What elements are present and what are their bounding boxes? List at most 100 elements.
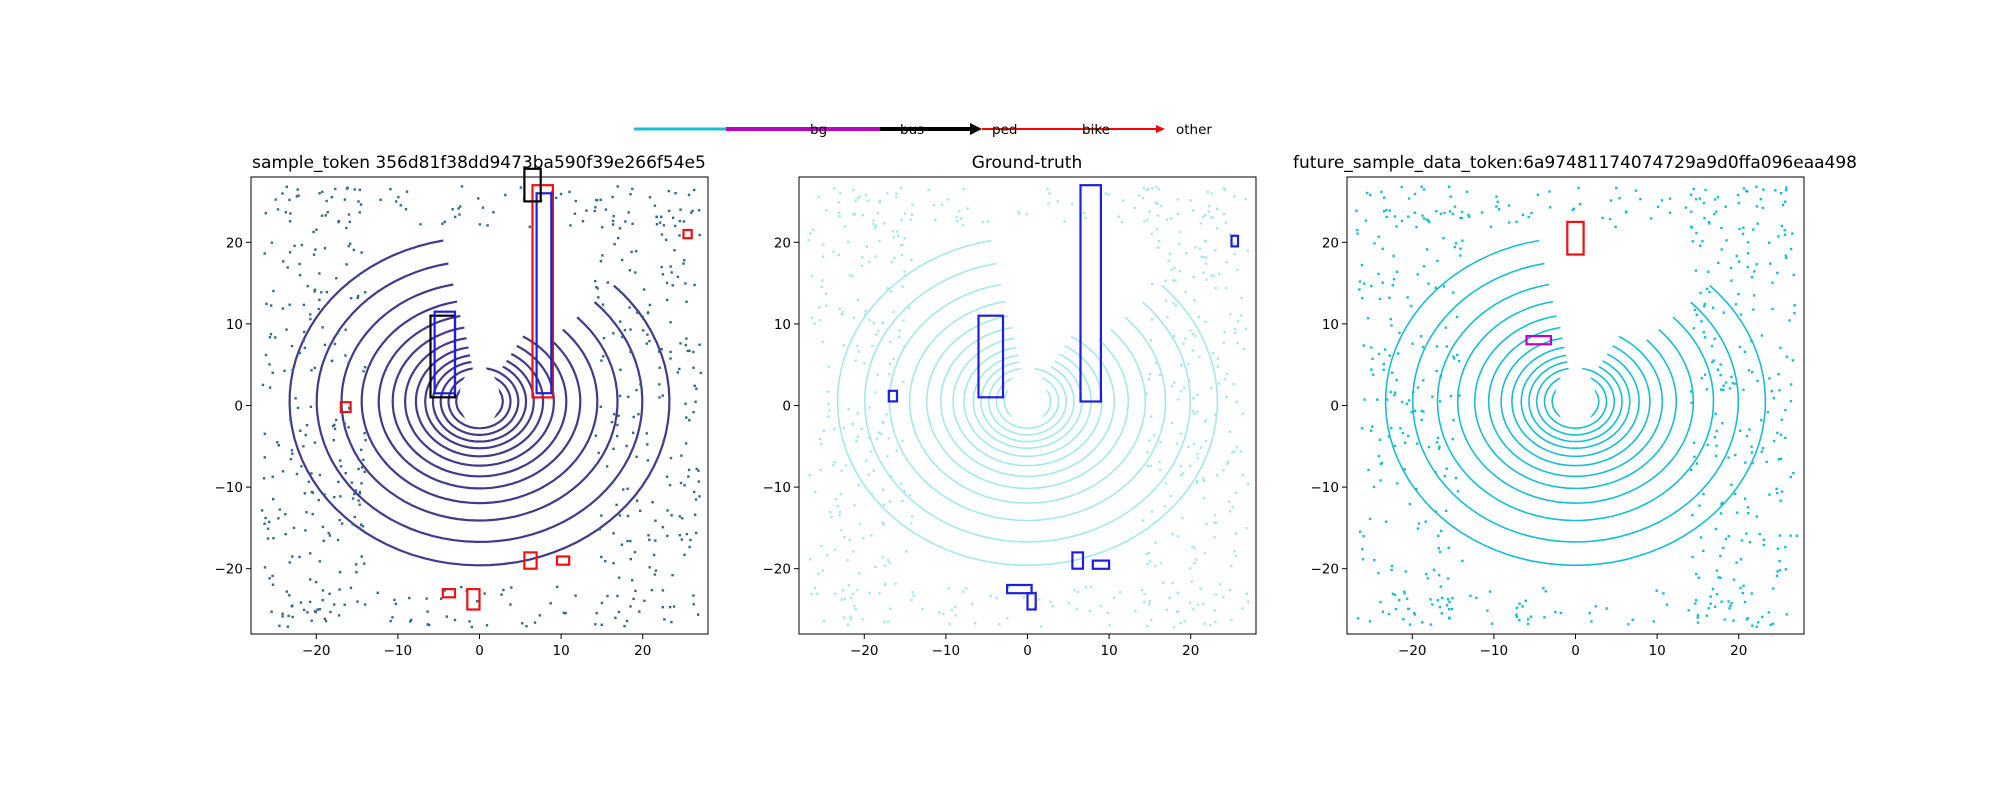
lidar-point xyxy=(1389,317,1392,321)
lidar-ring xyxy=(439,367,520,436)
lidar-point xyxy=(868,318,871,321)
lidar-point xyxy=(350,297,353,300)
lidar-point xyxy=(857,483,860,487)
lidar-point xyxy=(1387,435,1391,438)
lidar-point xyxy=(692,603,695,606)
lidar-point xyxy=(697,480,700,483)
lidar-point xyxy=(1210,215,1213,219)
lidar-point xyxy=(428,623,431,627)
lidar-point xyxy=(1668,197,1672,200)
lidar-point xyxy=(1388,354,1391,357)
y-tick-label: 20 xyxy=(226,235,243,251)
lidar-point xyxy=(1147,187,1150,191)
lidar-point xyxy=(333,603,336,606)
lidar-point xyxy=(270,241,274,244)
lidar-point xyxy=(1195,482,1199,485)
lidar-point xyxy=(1391,592,1395,595)
lidar-point xyxy=(284,533,287,536)
lidar-point xyxy=(1205,278,1208,281)
lidar-point xyxy=(1436,259,1439,263)
x-tick-label: 20 xyxy=(1182,643,1199,659)
lidar-point xyxy=(353,492,356,496)
lidar-point xyxy=(1448,600,1451,603)
lidar-point xyxy=(1448,608,1451,611)
lidar-point xyxy=(1779,499,1782,502)
lidar-point xyxy=(1167,259,1170,262)
lidar-point xyxy=(1195,480,1199,483)
lidar-point xyxy=(1192,397,1195,400)
lidar-point xyxy=(1734,453,1737,457)
lidar-point xyxy=(1792,472,1795,475)
lidar-point xyxy=(268,336,272,339)
lidar-point xyxy=(624,220,627,223)
lidar-point xyxy=(623,328,627,332)
lidar-point xyxy=(872,219,875,222)
lidar-point xyxy=(477,197,480,200)
lidar-point xyxy=(1122,199,1125,202)
lidar-point xyxy=(266,537,270,540)
lidar-point xyxy=(1378,297,1381,301)
lidar-point xyxy=(1536,193,1540,196)
lidar-point xyxy=(1197,316,1201,319)
lidar-point xyxy=(1692,187,1695,191)
lidar-point xyxy=(300,243,303,247)
lidar-point xyxy=(854,199,857,202)
lidar-point xyxy=(856,588,859,592)
lidar-point xyxy=(1775,491,1779,495)
lidar-point xyxy=(1453,205,1457,208)
lidar-point xyxy=(1778,534,1782,537)
lidar-point xyxy=(1442,237,1445,240)
lidar-point xyxy=(408,596,411,600)
lidar-point xyxy=(1775,574,1779,578)
lidar-point xyxy=(821,569,824,572)
lidar-point xyxy=(599,260,603,263)
lidar-point xyxy=(1698,197,1702,200)
lidar-point xyxy=(1740,539,1744,542)
lidar-point xyxy=(521,622,524,625)
lidar-point xyxy=(358,492,361,495)
lidar-point xyxy=(426,610,429,613)
lidar-point xyxy=(698,233,701,237)
lidar-point xyxy=(886,287,890,290)
lidar-point xyxy=(868,436,871,439)
lidar-point xyxy=(669,357,672,360)
lidar-point xyxy=(1393,394,1396,397)
lidar-point xyxy=(905,550,908,553)
box-bus xyxy=(1525,335,1553,346)
lidar-point xyxy=(1689,390,1693,393)
lidar-point xyxy=(808,473,811,477)
lidar-point xyxy=(1420,409,1423,413)
lidar-point xyxy=(1387,612,1391,616)
lidar-point xyxy=(1106,611,1109,615)
lidar-point xyxy=(1149,464,1152,468)
x-tick-label: 10 xyxy=(553,643,570,659)
lidar-point xyxy=(1236,268,1239,272)
lidar-point xyxy=(638,610,641,613)
lidar-point xyxy=(819,318,822,322)
lidar-point xyxy=(685,300,688,303)
lidar-point xyxy=(695,387,698,390)
lidar-point xyxy=(1377,235,1380,238)
lidar-point xyxy=(1703,373,1707,376)
lidar-point xyxy=(947,587,951,590)
lidar-point xyxy=(680,454,683,457)
lidar-point xyxy=(1241,473,1244,477)
lidar-point xyxy=(1134,609,1137,613)
lidar-point xyxy=(1393,444,1397,448)
lidar-point xyxy=(266,527,270,530)
lidar-point xyxy=(1467,213,1470,217)
lidar-point xyxy=(810,592,813,596)
lidar-point xyxy=(1742,187,1746,190)
lidar-point xyxy=(1047,202,1050,205)
box-ped xyxy=(1005,583,1033,595)
lidar-point xyxy=(954,614,957,617)
lidar-point xyxy=(847,584,851,587)
lidar-ring xyxy=(1411,262,1740,543)
lidar-point xyxy=(1436,436,1440,440)
lidar-point xyxy=(322,539,325,542)
lidar-point xyxy=(581,220,585,223)
lidar-point xyxy=(1239,450,1243,453)
lidar-point xyxy=(1180,364,1183,367)
lidar-point xyxy=(827,415,830,418)
lidar-point xyxy=(1789,534,1792,537)
